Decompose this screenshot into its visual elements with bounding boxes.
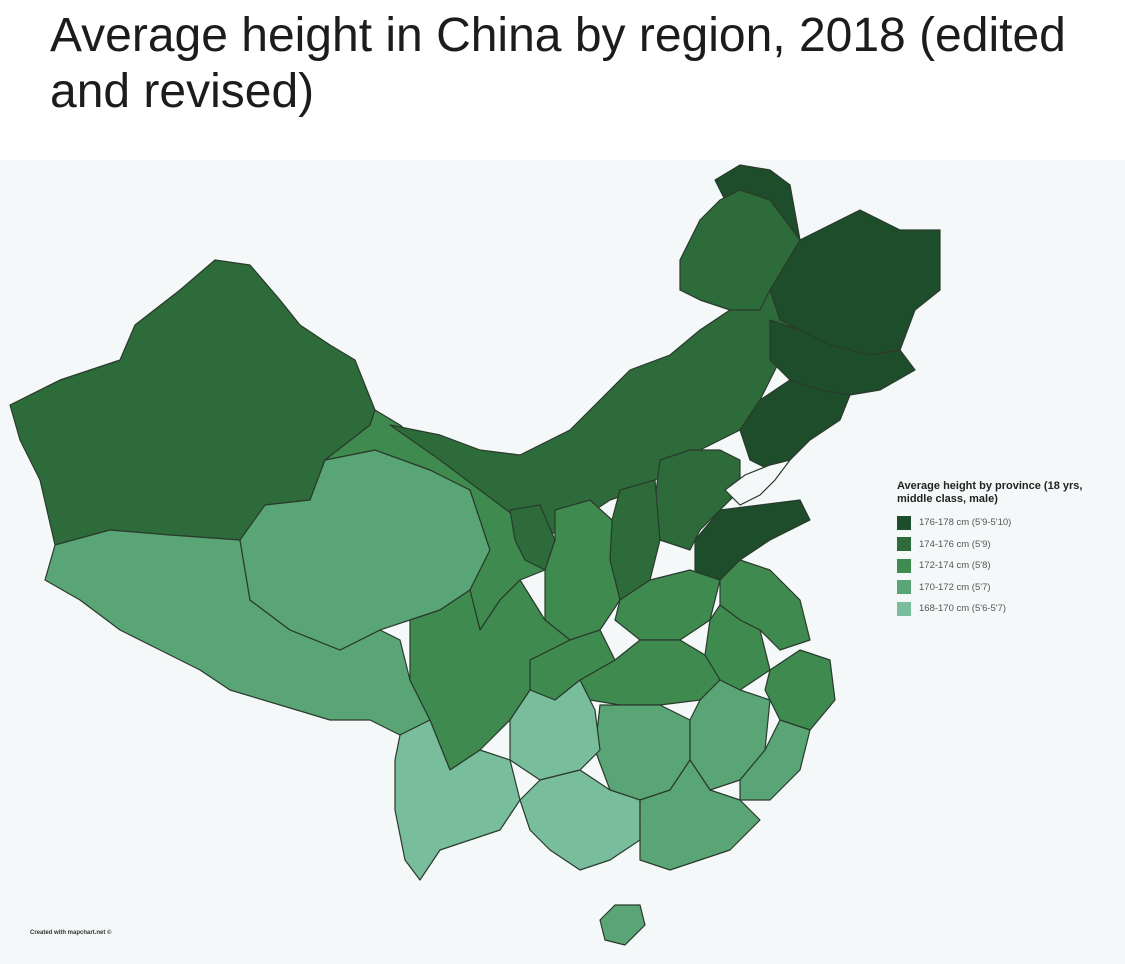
legend-item: 172-174 cm (5'8) [897,555,1117,577]
legend-label: 168-170 cm (5'6-5'7) [919,603,1007,615]
legend-title: Average height by province (18 yrs, midd… [897,480,1083,505]
province-liaoning [739,379,851,471]
bohai-sea [724,459,792,506]
map-credit: Created with mapchart.net © [30,930,112,936]
china-map [9,164,941,946]
legend-label: 172-174 cm (5'8) [919,560,991,572]
legend-label: 176-178 cm (5'9-5'10) [919,517,1012,529]
province-guizhou [509,679,601,781]
legend-swatch [897,580,911,595]
province-heilongjiang-west [679,189,801,311]
legend-swatch [897,601,911,616]
legend-item: 168-170 cm (5'6-5'7) [897,598,1117,620]
province-shaanxi [544,499,621,641]
legend-label: 170-172 cm (5'7) [919,581,991,593]
province-zhejiang [764,649,836,731]
legend-swatch [897,558,911,573]
page-title: Average height in China by region, 2018 … [50,9,1066,118]
legend-item: 174-176 cm (5'9) [897,534,1117,556]
legend-swatch [897,515,911,530]
province-gansu [324,409,546,631]
province-guangdong [639,759,761,871]
legend-item: 170-172 cm (5'7) [897,577,1117,599]
legend-item: 176-178 cm (5'9-5'10) [897,512,1117,534]
province-hainan [599,904,646,946]
legend-label: 174-176 cm (5'9) [919,538,991,550]
province-yunnan [394,719,521,881]
legend-swatch [897,537,911,552]
province-jilin [769,319,916,396]
province-fujian [739,719,811,801]
map-panel: Created with mapchart.net © [0,160,1125,964]
legend: Average height by province (18 yrs, midd… [897,480,1117,620]
